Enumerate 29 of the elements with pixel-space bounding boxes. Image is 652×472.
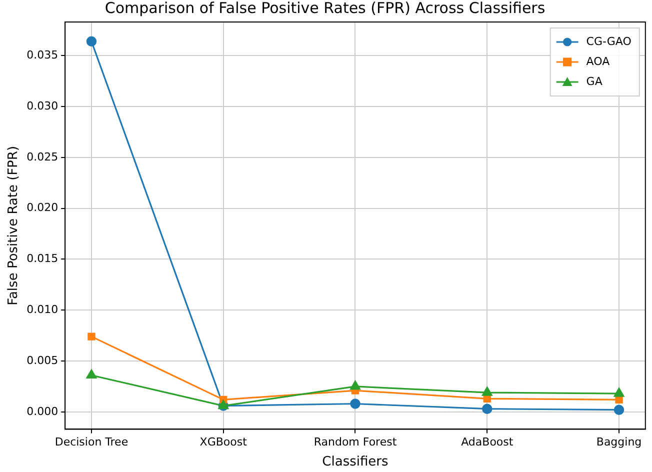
point [350,398,360,409]
y-tick-label: 0.005 [26,354,58,367]
point [615,396,623,404]
y-axis-title: False Positive Rate (FPR) [6,146,22,306]
legend-label: GA [586,74,603,88]
x-tick-label: Random Forest [314,436,398,449]
chart-title: Comparison of False Positive Rates (FPR) Across Classifiers [104,0,546,17]
y-tick-label: 0.025 [26,150,58,164]
point [86,369,97,379]
x-tick-label: XGBoost [200,436,248,449]
y-tick-label: 0.020 [26,201,58,214]
legend-label: AOA [586,54,610,68]
y-tick-label: 0.010 [26,302,58,316]
point [614,404,624,415]
x-tick-label: Decision Tree [54,436,128,449]
legend-label: CG-GAO [586,34,632,48]
x-tick-label: AdaBoost [461,436,514,449]
point [350,380,360,390]
y-tick-label: 0.000 [26,404,58,418]
point [86,36,97,46]
y-tick-label: 0.035 [26,48,58,62]
y-tick-label: 0.015 [26,252,58,266]
y-tick-label: 0.030 [26,99,58,112]
point [482,386,492,396]
point [482,404,492,414]
point [88,332,96,340]
x-tick-label: Bagging [596,436,642,449]
x-axis-title: Classifiers [322,454,389,470]
point [614,388,624,397]
